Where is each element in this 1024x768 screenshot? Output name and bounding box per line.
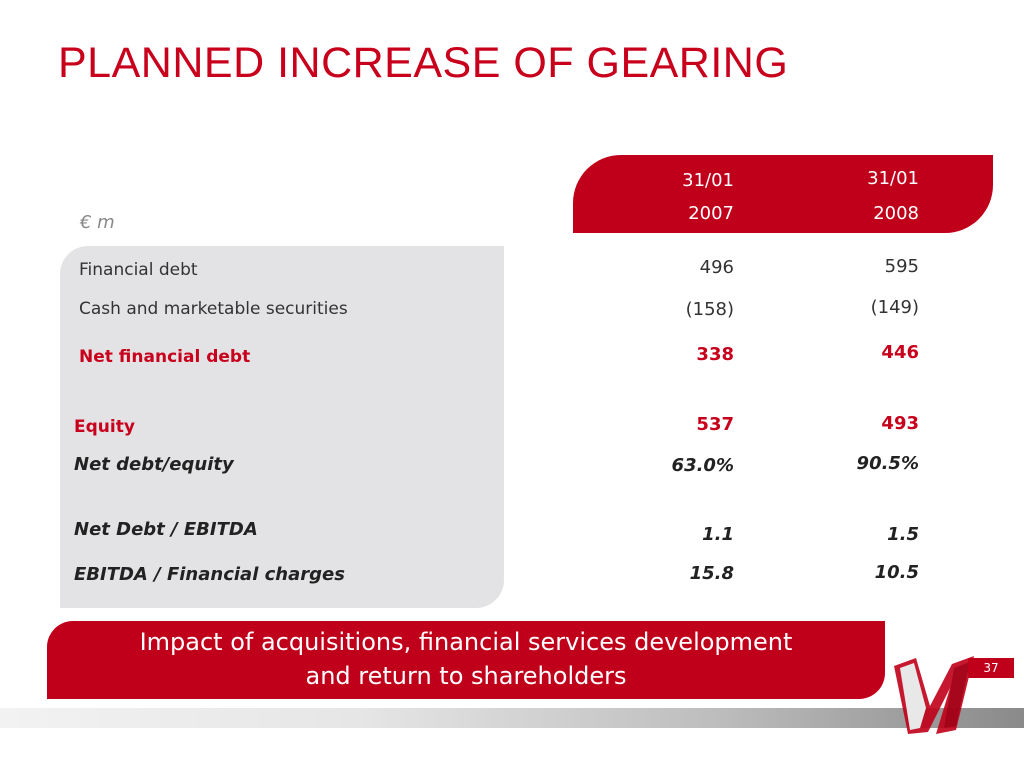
label-net-debt-equity: Net debt/equity	[74, 454, 234, 475]
value-net-debt-ebitda-2007: 1.1	[702, 524, 734, 545]
value-financial-debt-2007: 496	[699, 257, 734, 278]
value-net-debt-equity-2008: 90.5%	[856, 453, 919, 474]
value-equity-2007: 537	[696, 414, 734, 435]
col-2008-date: 31/01	[867, 168, 919, 189]
value-financial-debt-2008: 595	[884, 256, 919, 277]
col-2008-year: 2008	[873, 203, 919, 224]
footer-gradient-bar	[0, 708, 1024, 728]
value-net-financial-debt-2007: 338	[696, 344, 734, 365]
value-net-financial-debt-2008: 446	[881, 342, 919, 363]
label-net-financial-debt: Net financial debt	[79, 347, 251, 367]
row-labels-panel	[60, 246, 504, 608]
banner-line-2: and return to shareholders	[305, 662, 627, 690]
conclusion-banner: Impact of acquisitions, financial servic…	[47, 621, 885, 699]
value-cash-securities-2007: (158)	[685, 299, 734, 320]
page-title: PLANNED INCREASE OF GEARING	[58, 39, 789, 87]
label-equity: Equity	[74, 417, 135, 437]
col-2007-year: 2007	[688, 203, 734, 224]
value-cash-securities-2008: (149)	[870, 297, 919, 318]
label-net-debt-ebitda: Net Debt / EBITDA	[74, 519, 258, 540]
label-ebitda-financial-charges: EBITDA / Financial charges	[74, 564, 345, 585]
n-ribbon-logo-icon	[894, 656, 974, 734]
value-equity-2008: 493	[881, 413, 919, 434]
label-financial-debt: Financial debt	[79, 260, 198, 280]
col-2007-date: 31/01	[682, 170, 734, 191]
value-net-debt-equity-2007: 63.0%	[671, 455, 734, 476]
label-cash-securities: Cash and marketable securities	[79, 299, 348, 319]
unit-label: € m	[80, 212, 115, 233]
value-net-debt-ebitda-2008: 1.5	[887, 524, 919, 545]
value-ebitda-financial-charges-2007: 15.8	[689, 563, 734, 584]
value-ebitda-financial-charges-2008: 10.5	[874, 562, 919, 583]
column-header-band	[573, 155, 993, 233]
page-number: 37	[968, 658, 1014, 678]
banner-line-1: Impact of acquisitions, financial servic…	[139, 628, 793, 657]
